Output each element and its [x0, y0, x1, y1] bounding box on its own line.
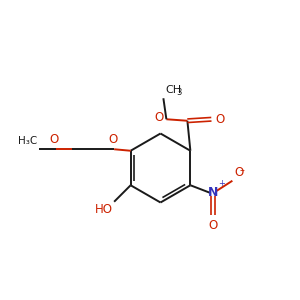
- Text: HO: HO: [94, 203, 112, 216]
- Text: +: +: [218, 179, 225, 188]
- Text: O: O: [154, 111, 164, 124]
- Text: O: O: [50, 133, 59, 146]
- Text: CH: CH: [165, 85, 181, 94]
- Text: O: O: [215, 113, 224, 126]
- Text: H₃C: H₃C: [18, 136, 38, 146]
- Text: N: N: [208, 186, 218, 199]
- Text: O: O: [208, 219, 218, 232]
- Text: O: O: [234, 166, 243, 179]
- Text: O: O: [108, 133, 117, 146]
- Text: –: –: [240, 165, 245, 175]
- Text: 3: 3: [176, 88, 182, 97]
